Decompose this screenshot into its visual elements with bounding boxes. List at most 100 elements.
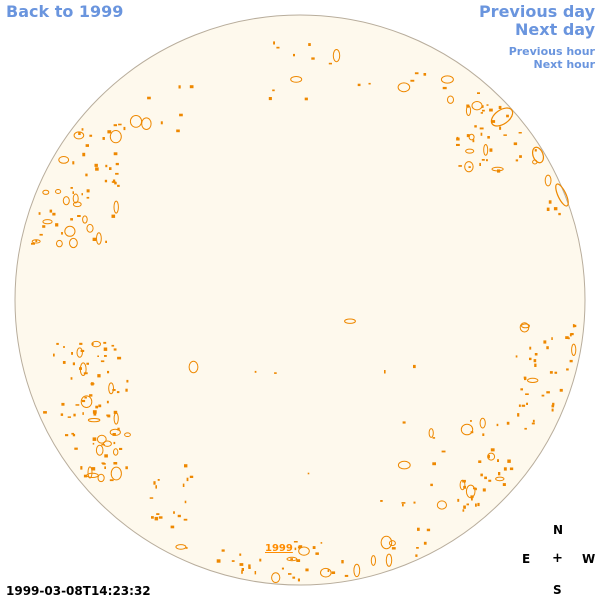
magnetic-contour xyxy=(109,130,122,144)
magnetic-contour xyxy=(307,472,310,475)
magnetic-contour xyxy=(62,196,70,206)
magnetic-contour xyxy=(113,200,119,214)
magnetic-contour xyxy=(320,542,323,544)
magnetic-contour xyxy=(541,394,545,397)
magnetic-contour xyxy=(503,467,507,471)
magnetic-contour xyxy=(108,382,114,395)
magnetic-contour xyxy=(402,421,406,424)
magnetic-contour xyxy=(559,388,563,392)
magnetic-contour xyxy=(380,500,383,502)
magnetic-contour xyxy=(63,346,65,348)
previous-day-link[interactable]: Previous day xyxy=(478,2,595,21)
magnetic-contour xyxy=(248,564,251,568)
next-hour-link[interactable]: Next hour xyxy=(533,58,596,71)
magnetic-contour xyxy=(305,568,309,572)
year-link[interactable]: 1999 xyxy=(265,543,293,554)
compass-east-label: E xyxy=(522,552,531,566)
magnetic-contour xyxy=(519,322,530,333)
magnetic-contour xyxy=(93,412,97,416)
magnetic-contour xyxy=(72,161,75,165)
compass-south-label: S xyxy=(553,583,562,597)
magnetic-contour xyxy=(328,62,332,65)
magnetic-contour xyxy=(527,377,539,383)
magnetic-contour xyxy=(281,567,284,570)
magnetic-contour xyxy=(87,418,101,423)
magnetic-contour xyxy=(119,447,123,450)
magnetic-contour xyxy=(320,567,332,578)
magnetic-contour xyxy=(42,225,46,228)
magnetic-contour xyxy=(294,547,297,551)
magnetic-contour xyxy=(149,497,154,499)
magnetic-contour xyxy=(97,355,99,357)
magnetic-contour xyxy=(447,95,454,104)
back-to-year-link[interactable]: Back to 1999 xyxy=(6,2,124,21)
magnetic-contour xyxy=(380,535,393,550)
magnetic-contour xyxy=(77,215,81,217)
magnetic-contour xyxy=(297,578,300,582)
magnetic-contour xyxy=(332,49,341,63)
magnetic-contour xyxy=(221,549,225,552)
magnetic-contour xyxy=(534,149,537,152)
magnetic-contour xyxy=(113,410,118,414)
magnetic-contour xyxy=(98,404,102,408)
observation-timestamp: 1999-03-08T14:23:32 xyxy=(6,584,151,598)
magnetic-contour xyxy=(518,132,522,134)
magnetic-contour xyxy=(78,132,81,135)
magnetic-contour xyxy=(397,82,411,93)
magnetic-contour xyxy=(474,125,477,128)
magnetic-contour xyxy=(86,223,94,233)
magnetic-contour xyxy=(271,572,281,583)
magnetic-contour xyxy=(72,193,79,204)
magnetic-contour xyxy=(480,132,483,136)
magnetic-contour xyxy=(183,518,188,521)
magnetic-contour xyxy=(432,462,436,466)
magnetic-contour xyxy=(479,162,481,166)
next-day-link[interactable]: Next day xyxy=(515,20,595,39)
magnetic-contour xyxy=(82,412,84,415)
magnetic-contour xyxy=(109,167,112,170)
magnetic-contour xyxy=(241,568,244,571)
magnetic-contour xyxy=(529,346,532,350)
magnetic-contour xyxy=(552,402,555,406)
magnetic-contour xyxy=(486,159,488,162)
magnetic-contour xyxy=(290,76,303,83)
magnetic-contour xyxy=(102,137,105,140)
magnetic-contour xyxy=(414,72,419,75)
magnetic-contour xyxy=(458,165,462,167)
magnetic-contour xyxy=(442,86,447,90)
magnetic-contour xyxy=(97,374,101,378)
magnetic-contour xyxy=(436,500,447,510)
magnetic-contour xyxy=(112,433,116,436)
magnetic-contour xyxy=(113,124,117,127)
magnetic-contour xyxy=(158,516,163,519)
magnetic-contour xyxy=(487,455,490,459)
magnetic-contour xyxy=(417,527,420,531)
magnetic-contour xyxy=(472,139,475,143)
magnetic-contour xyxy=(548,200,552,204)
magnetic-contour xyxy=(182,483,185,487)
magnetic-contour xyxy=(513,142,518,146)
magnetic-contour xyxy=(498,105,502,109)
magnetic-contour xyxy=(84,396,87,399)
magnetic-contour xyxy=(477,92,480,94)
magnetic-contour xyxy=(115,162,119,166)
magnetic-contour xyxy=(566,368,569,371)
magnetic-contour xyxy=(151,516,154,519)
magnetic-contour xyxy=(519,155,522,158)
previous-hour-link[interactable]: Previous hour xyxy=(508,45,595,58)
magnetic-contour xyxy=(81,128,84,131)
magnetic-features xyxy=(31,41,577,583)
magnetic-contour xyxy=(370,555,376,566)
compass-west-label: W xyxy=(582,552,596,566)
magnetic-contour xyxy=(457,498,460,502)
magnetic-contour xyxy=(484,476,487,480)
magnetic-contour xyxy=(104,466,106,469)
magnetic-contour xyxy=(71,432,74,435)
magnetic-contour xyxy=(102,440,112,447)
magnetic-contour xyxy=(410,79,415,82)
magnetic-contour xyxy=(515,159,519,162)
magnetic-contour xyxy=(482,433,485,436)
magnetic-contour xyxy=(315,552,319,555)
magnetic-contour xyxy=(327,569,330,572)
magnetic-contour xyxy=(241,570,243,574)
